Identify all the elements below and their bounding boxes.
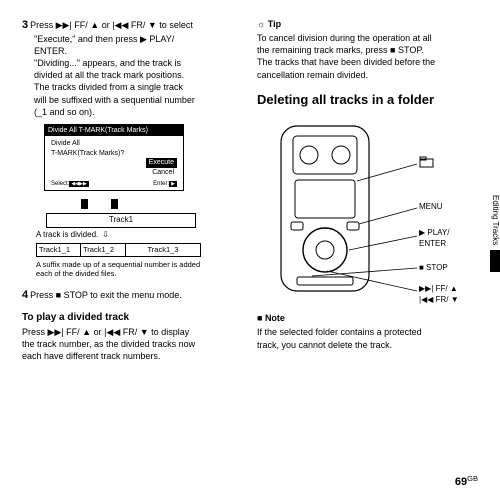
track-diagram: Track1 A track is divided. ⇩ Track1_1 Tr… xyxy=(36,199,226,278)
step3-l8: (_1 and so on). xyxy=(34,106,243,118)
lcd-screen: Divide All T-MARK(Track Marks) Divide Al… xyxy=(44,124,184,191)
flag-icon xyxy=(81,199,88,209)
track-main: Track1 xyxy=(46,213,196,228)
step3-l4: "Dividing..." appears, and the track is xyxy=(34,57,243,69)
side-tab-marker xyxy=(490,250,500,272)
play-l1: Press ▶▶| FF/ ▲ or |◀◀ FR/ ▼ to display xyxy=(22,326,243,338)
lcd-l2: T-MARK(Track Marks)? xyxy=(51,149,177,158)
step4-num: 4 xyxy=(22,289,28,301)
tip-l3: The tracks that have been divided before… xyxy=(257,56,478,68)
step3-l6: The tracks divided from a single track xyxy=(34,81,243,93)
callout-stop: ■ STOP xyxy=(419,263,448,274)
divided-label: A track is divided. xyxy=(36,230,98,241)
tip-l1: To cancel division during the operation … xyxy=(257,32,478,44)
track-cell: Track1_1 xyxy=(36,243,81,257)
step4-text: Press ■ STOP to exit the menu mode. xyxy=(30,290,182,300)
play-heading: To play a divided track xyxy=(22,311,243,325)
track-cell: Track1_2 xyxy=(81,243,126,257)
left-column: 3Press ▶▶| FF/ ▲ or |◀◀ FR/ ▼ to select … xyxy=(22,18,243,363)
track-cell: Track1_3 xyxy=(126,243,201,257)
side-tab-label: Editing Tracks xyxy=(489,195,500,245)
diagram-caption: A suffix made up of a sequential number … xyxy=(36,260,216,278)
step3-l5: divided at all the track mark positions. xyxy=(34,69,243,81)
tip-l2: the remaining track marks, press ■ STOP. xyxy=(257,44,478,56)
flag-icon xyxy=(111,199,118,209)
page-number: 69GB xyxy=(455,474,478,490)
folder-icon xyxy=(419,156,435,172)
section-heading: Deleting all tracks in a folder xyxy=(257,91,478,109)
step4-block: 4Press ■ STOP to exit the menu mode. xyxy=(22,288,243,303)
play-l2: the track number, as the divided tracks … xyxy=(22,338,243,350)
note-l1: If the selected folder contains a protec… xyxy=(257,326,478,338)
lcd-title: Divide All T-MARK(Track Marks) xyxy=(45,125,183,136)
right-column: ☼ Tip To cancel division during the oper… xyxy=(257,18,478,363)
step3-l2: "Execute," and then press ▶ PLAY/ xyxy=(34,33,243,45)
device-diagram: MENU ▶ PLAY/ ENTER ■ STOP ▶▶| FF/ ▲ |◀◀ … xyxy=(257,116,478,306)
tip-l4: cancellation remain divided. xyxy=(257,69,478,81)
lcd-select: Select: xyxy=(51,181,69,187)
note-heading: ■ Note xyxy=(257,312,478,324)
lcd-l1: Divide All xyxy=(51,139,177,148)
step3-l7: will be suffixed with a sequential numbe… xyxy=(34,94,243,106)
step3-num: 3 xyxy=(22,19,28,31)
down-arrow-icon: ⇩ xyxy=(102,230,109,241)
lcd-cancel: Cancel xyxy=(51,168,177,177)
callout-ff: ▶▶| FF/ ▲ xyxy=(419,284,459,295)
step3-block: 3Press ▶▶| FF/ ▲ or |◀◀ FR/ ▼ to select … xyxy=(22,18,243,118)
callout-play: ▶ PLAY/ ENTER xyxy=(419,228,449,250)
callout-menu: MENU xyxy=(419,202,443,213)
lcd-exec: Execute xyxy=(146,158,177,167)
lcd-enter: Enter: xyxy=(153,181,169,187)
callout-fr: |◀◀ FR/ ▼ xyxy=(419,295,459,306)
tip-heading: ☼ Tip xyxy=(257,18,478,30)
step3-l3: ENTER. xyxy=(34,45,243,57)
note-l2: track, you cannot delete the track. xyxy=(257,339,478,351)
play-l3: each have different track numbers. xyxy=(22,350,243,362)
step3-l1: Press ▶▶| FF/ ▲ or |◀◀ FR/ ▼ to select xyxy=(30,20,193,30)
